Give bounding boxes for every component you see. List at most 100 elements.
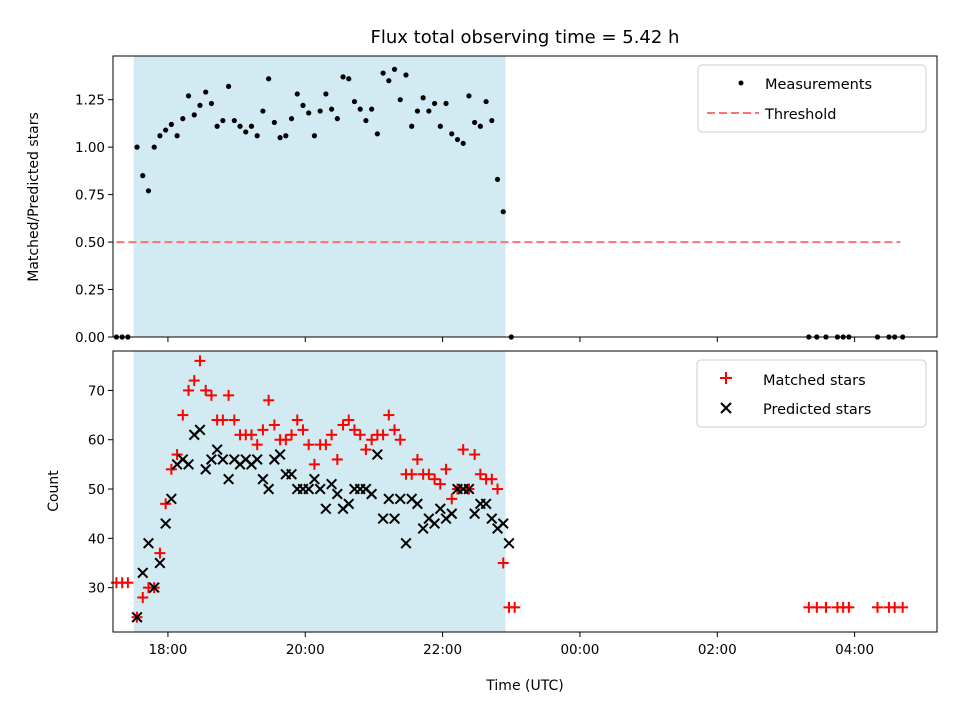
predicted-star-point: [417, 522, 429, 534]
bottom-y-axis-label: Count: [46, 470, 62, 512]
measurement-point: [477, 123, 483, 129]
measurement-point: [277, 135, 283, 141]
predicted-star-point: [148, 582, 160, 594]
matched-star-point: [394, 434, 406, 446]
predicted-star-point: [211, 444, 223, 456]
matched-star-point: [440, 463, 452, 475]
matched-star-point: [348, 424, 360, 436]
bottom-plot-frame: [112, 350, 938, 633]
bottom-panel: 30 40 50 60 70 18:00 20:00 22:00 00:00 02:00 04:0…: [46, 350, 938, 694]
bottom-legend-box: [696, 359, 927, 428]
predicted-star-point: [183, 458, 195, 470]
measurement-point: [420, 95, 426, 101]
predicted-star-point: [394, 493, 406, 505]
predicted-star-point: [383, 493, 395, 505]
predicted-star-point: [503, 537, 515, 549]
top-plot-frame: [112, 55, 938, 338]
bottom-shaded-interval-layer: [133, 351, 506, 632]
predicted-star-point: [411, 498, 423, 510]
matched-star-point: [183, 384, 195, 396]
measurement-point: [380, 70, 386, 76]
measurement-point: [180, 116, 186, 122]
matched-star-point: [257, 424, 269, 436]
predicted-star-point: [160, 518, 172, 530]
measurement-point: [225, 83, 232, 89]
matched-star-point: [280, 434, 292, 446]
predicted-star-point: [286, 468, 298, 480]
predicted-star-point: [223, 473, 235, 485]
predicted-star-point: [217, 453, 229, 465]
matched-star-point: [820, 601, 832, 613]
measurement-point: [357, 106, 363, 112]
bottom-y-ticks: 30 40 50 60 70: [88, 383, 113, 597]
x-axis-label: Time (UTC): [485, 678, 563, 694]
predicted-star-point: [429, 518, 441, 530]
measurement-point: [426, 108, 432, 114]
measurement-point: [414, 108, 421, 114]
matched-star-point: [469, 449, 481, 461]
measurement-point: [443, 100, 449, 107]
predicted-star-point: [377, 513, 389, 525]
bottom-x-tick-label: 00:00: [560, 642, 599, 658]
matched-star-point: [245, 429, 257, 441]
predicted-star-point: [154, 557, 166, 569]
matched-star-point: [188, 375, 200, 387]
top-legend: Measurements Threshold: [697, 64, 927, 133]
matched-star-point: [509, 601, 521, 613]
measurement-point: [185, 93, 192, 99]
measurement-point: [271, 119, 277, 126]
predicted-star-point: [463, 483, 475, 495]
matched-star-point: [389, 424, 401, 436]
measurement-point: [243, 129, 249, 135]
measurement-point: [449, 131, 455, 137]
matched-star-point: [303, 439, 315, 451]
matched-star-point: [297, 424, 309, 436]
predicted-star-point: [303, 483, 315, 495]
measurement-point: [174, 133, 180, 139]
predicted-star-point: [343, 498, 355, 510]
predicted-star-point: [366, 488, 378, 500]
measurement-point: [317, 108, 323, 114]
bottom-x-tick-label: 18:00: [148, 642, 187, 658]
predicted-star-point: [194, 424, 206, 436]
measurement-point: [472, 119, 478, 126]
measurement-point: [323, 91, 329, 97]
predicted-star-point: [400, 537, 412, 549]
top-y-ticks: 0.00 0.25 0.50 0.75 1.00 1.25: [75, 93, 113, 346]
matched-star-point: [308, 458, 320, 470]
bottom-y-tick-label: 70: [88, 383, 105, 399]
measurement-point: [208, 100, 215, 107]
predicted-star-point: [257, 473, 269, 485]
measurement-point: [283, 133, 289, 139]
matched-star-point: [446, 493, 458, 505]
measurement-point: [260, 108, 266, 114]
legend-matched-label: Matched stars: [763, 373, 866, 389]
matched-star-point: [200, 384, 212, 396]
measurement-point: [489, 117, 495, 124]
bottom-legend: Matched stars Predicted stars: [696, 359, 927, 428]
top-legend-box: [697, 64, 927, 133]
measurement-point: [231, 117, 237, 124]
measurement-point: [157, 133, 163, 139]
measurement-point: [340, 74, 346, 80]
predicted-star-point: [469, 508, 481, 520]
legend-predicted-label: Predicted stars: [763, 402, 871, 418]
matched-star-point: [360, 444, 372, 456]
matched-star-point: [268, 419, 280, 431]
matched-star-point: [406, 468, 418, 480]
matched-star-point: [486, 473, 498, 485]
measurement-point: [168, 121, 174, 127]
measurement-point: [369, 106, 375, 112]
matched-star-point: [154, 547, 166, 559]
measurement-point: [363, 117, 369, 124]
matched-star-point: [194, 355, 206, 367]
predicted-star-point: [251, 453, 263, 465]
measurement-point: [151, 144, 157, 150]
measurement-point: [374, 131, 380, 137]
matched-star-point: [331, 453, 343, 465]
measurement-point: [248, 123, 255, 129]
matched-star-point: [354, 429, 366, 441]
matched-star-point: [343, 414, 355, 426]
measurement-point: [203, 89, 209, 95]
measurement-point: [237, 123, 243, 129]
